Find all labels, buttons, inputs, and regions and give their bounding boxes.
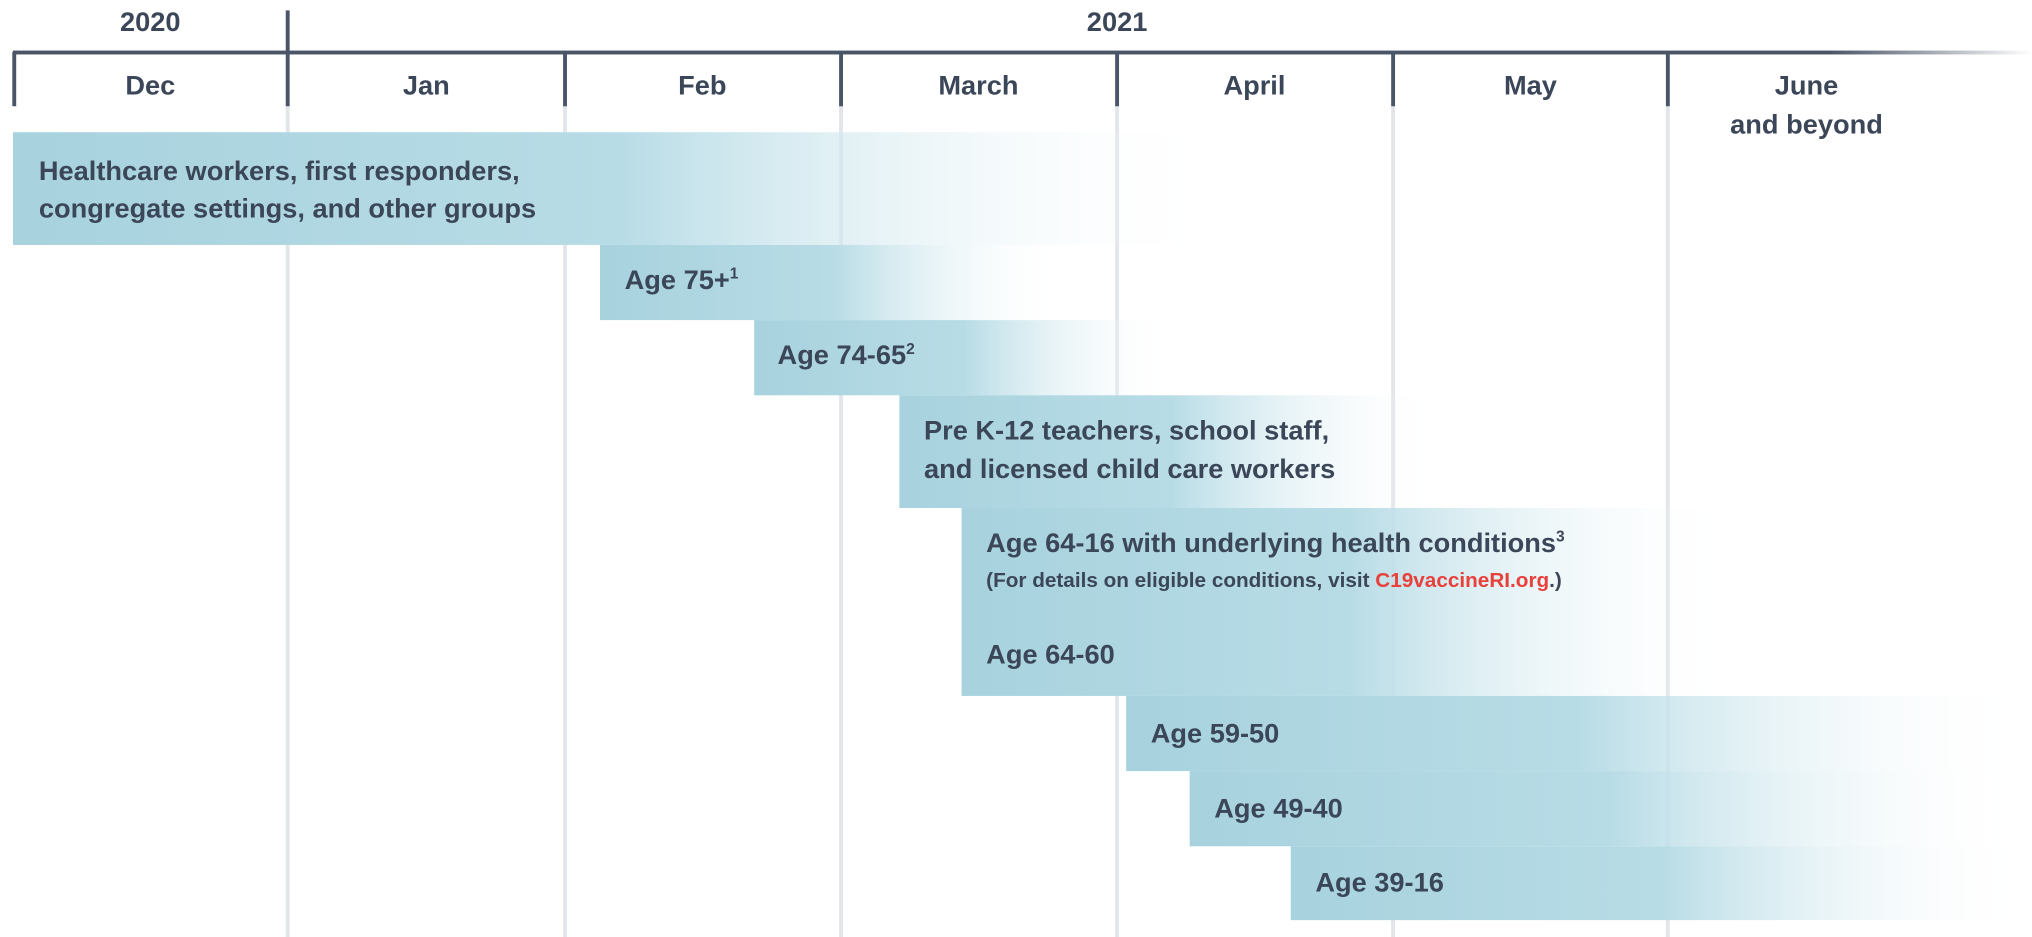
month: March	[938, 70, 1018, 101]
phase-label: Healthcare workers, first responders,	[39, 155, 520, 186]
label: Age 75+	[625, 264, 730, 295]
phase-bar	[600, 244, 1067, 321]
phase-label: Age 39-16	[1315, 867, 1444, 898]
phase-bar	[1126, 695, 2032, 772]
month: May	[1504, 70, 1557, 101]
note: (For details on eligible conditions, vis…	[986, 569, 1375, 592]
month: April	[1223, 70, 1285, 101]
header-rule	[12, 50, 2032, 55]
phase-bar	[1290, 846, 2032, 921]
link[interactable]: C19vaccineRI.org	[1375, 569, 1549, 592]
phase-bar	[961, 508, 1740, 696]
footnote-mark: 1	[730, 266, 739, 283]
year: 2020	[120, 6, 181, 37]
phase-label: and licensed child care workers	[924, 453, 1335, 484]
phase-label: Age 49-40	[1214, 793, 1343, 824]
month-ticks	[12, 51, 1670, 107]
month: Jan	[403, 70, 450, 101]
phase-bar	[754, 320, 1176, 396]
phase-label: Age 64-60	[986, 639, 1115, 670]
phase-note: (For details on eligible conditions, vis…	[986, 569, 1562, 592]
month: June	[1775, 70, 1839, 101]
phase-bar	[1189, 771, 2032, 847]
phase-bar	[899, 395, 1444, 509]
label: Age 64-16 with underlying health conditi…	[986, 527, 1556, 558]
phase-label: congregate settings, and other groups	[39, 193, 536, 224]
year: 2021	[1087, 6, 1148, 37]
phase-label: Age 74-652	[778, 339, 916, 370]
phase-label: Pre K-12 teachers, school staff,	[924, 414, 1329, 445]
month: Dec	[125, 70, 175, 101]
phase-bar	[12, 132, 1232, 245]
label: Age 74-65	[778, 339, 907, 370]
month-suffix: and beyond	[1730, 109, 1883, 140]
note: .)	[1549, 569, 1562, 592]
month: Feb	[678, 70, 726, 101]
phase-label: Age 59-50	[1151, 718, 1280, 749]
footnote-mark: 3	[1556, 529, 1565, 546]
phase-label: Age 75+1	[625, 264, 739, 295]
phase-label: Age 64-16 with underlying health conditi…	[986, 527, 1565, 558]
footnote-mark: 2	[906, 341, 915, 358]
